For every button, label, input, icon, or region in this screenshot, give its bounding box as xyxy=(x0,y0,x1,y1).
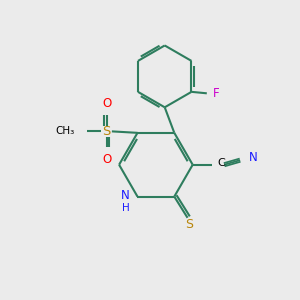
Text: CH₃: CH₃ xyxy=(56,126,75,136)
Text: O: O xyxy=(102,153,111,166)
Text: N: N xyxy=(122,189,130,202)
Text: N: N xyxy=(249,151,258,164)
Text: F: F xyxy=(213,87,220,100)
Text: S: S xyxy=(102,125,111,138)
Text: C: C xyxy=(217,158,225,168)
Text: O: O xyxy=(102,97,111,110)
Text: S: S xyxy=(185,218,193,231)
Text: H: H xyxy=(122,203,130,213)
